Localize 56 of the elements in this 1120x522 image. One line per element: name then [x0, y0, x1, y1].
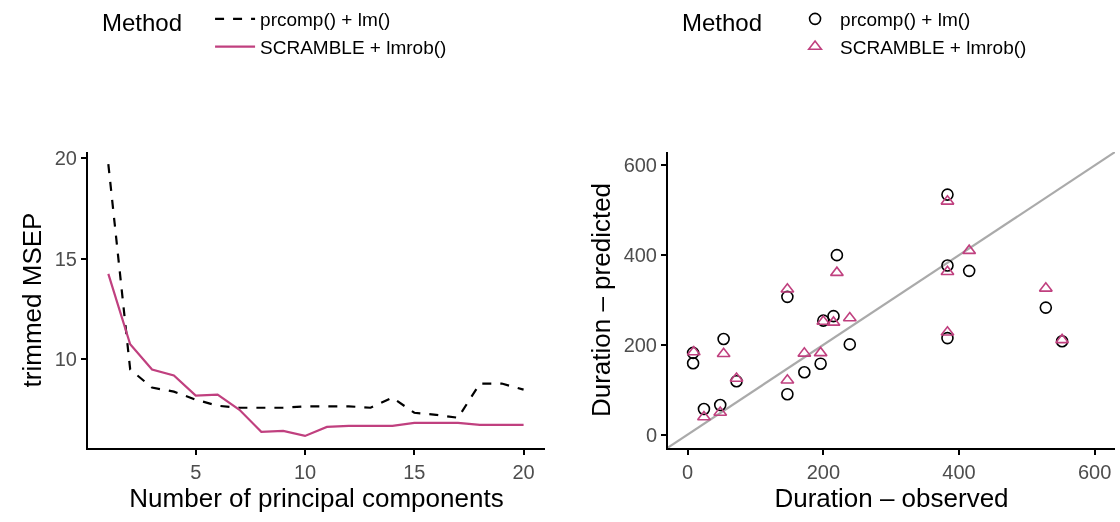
- point: [730, 374, 743, 388]
- point: [780, 373, 795, 384]
- point: [940, 325, 955, 336]
- x-tick-label: 600: [1077, 461, 1112, 483]
- point: [1039, 301, 1053, 314]
- point: [686, 356, 700, 370]
- x-tick-label: 200: [806, 461, 841, 483]
- legend-title: Method: [102, 9, 203, 37]
- y-tick-label: 400: [623, 244, 657, 267]
- point: [729, 372, 744, 383]
- point: [843, 338, 857, 351]
- x-tick-label: 20: [512, 461, 535, 483]
- legend-label: prcomp() + lm(): [840, 9, 971, 31]
- point: [686, 346, 700, 360]
- point: [716, 347, 731, 358]
- point: [686, 345, 701, 356]
- point: [798, 365, 811, 379]
- y-tick-label: 200: [623, 333, 657, 356]
- legend-title: Method: [682, 9, 783, 37]
- point: [697, 402, 711, 416]
- x-axis-title: Duration – observed: [774, 483, 1009, 513]
- x-tick-label: 15: [403, 461, 426, 483]
- point: [962, 244, 977, 255]
- point: [827, 309, 840, 323]
- y-tick-label: 600: [623, 154, 657, 177]
- point: [781, 387, 794, 401]
- point: [713, 406, 728, 417]
- point: [813, 346, 828, 357]
- point: [1055, 334, 1069, 348]
- point: [842, 311, 857, 322]
- x-axis-title: Number of principal components: [129, 483, 504, 513]
- point: [713, 398, 727, 412]
- point: [830, 248, 844, 262]
- legend-label: SCRAMBLE + lmrob(): [260, 36, 447, 58]
- x-tick-label: 10: [293, 461, 317, 483]
- y-tick-label: 0: [645, 423, 657, 446]
- x-tick-label: 0: [682, 461, 694, 483]
- y-tick-label: 10: [54, 348, 77, 371]
- point: [940, 265, 955, 276]
- point: [962, 264, 976, 278]
- point: [814, 357, 827, 370]
- point: [941, 331, 954, 345]
- line-series: [107, 162, 525, 419]
- y-tick-label: 20: [54, 147, 77, 170]
- x-tick-label: 400: [942, 461, 976, 483]
- point: [941, 259, 954, 272]
- legend-label: prcomp() + lm(): [260, 9, 391, 31]
- y-tick-label: 15: [54, 247, 77, 270]
- point: [941, 188, 954, 201]
- x-tick-label: 5: [190, 461, 202, 483]
- y-axis-title: trimmed MSEP: [16, 212, 47, 388]
- point: [717, 332, 730, 346]
- legend-label: SCRAMBLE + lmrob(): [840, 36, 1027, 58]
- y-axis-title: Duration – predicted: [585, 182, 616, 418]
- point: [780, 282, 795, 293]
- line-series: [107, 272, 525, 438]
